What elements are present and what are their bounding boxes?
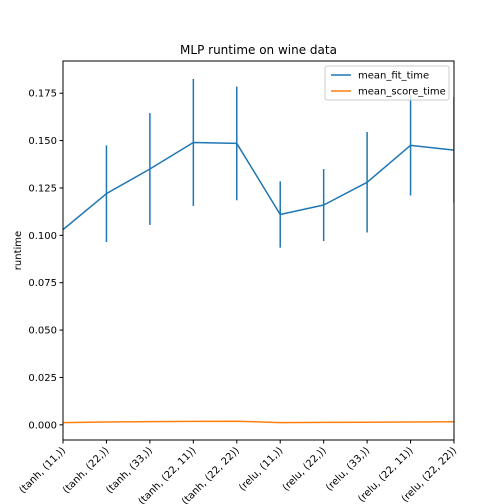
axes-frame — [62, 60, 455, 441]
y-axis: 0.000 0.025 0.050 0.075 0.100 0.125 0.150 0.175 — [28, 89, 63, 431]
plot-area — [63, 79, 454, 424]
y-tick-label: 0.075 — [28, 278, 57, 289]
x-tick-label: (relu, (33,)) — [324, 445, 372, 493]
series-line-mean-score-time — [63, 420, 454, 424]
legend-box — [324, 65, 450, 101]
y-tick-label: 0.150 — [28, 136, 57, 147]
x-tick-label: (relu, (22,)) — [281, 445, 329, 493]
y-tick-label: 0.125 — [28, 183, 57, 194]
chart-title: MLP runtime on wine data — [180, 43, 337, 57]
x-tick-label: (relu, (11,)) — [237, 445, 285, 493]
y-tick-label: 0.050 — [28, 326, 57, 337]
y-tick-label: 0.100 — [28, 231, 57, 242]
legend-entry-mean-fit-time: mean_fit_time — [358, 71, 429, 82]
series-line-mean-fit-time — [63, 141, 454, 231]
legend-entry-mean-score-time: mean_score_time — [358, 87, 446, 98]
series-lines — [63, 141, 454, 424]
y-axis-label: runtime — [13, 231, 24, 270]
x-axis: (tanh, (11,))(tanh, (22,))(tanh, (33,))(… — [17, 440, 459, 504]
legend: mean_fit_time mean_score_time — [324, 65, 450, 101]
y-tick-label: 0.175 — [28, 89, 57, 100]
y-tick-label: 0.025 — [28, 373, 57, 384]
y-tick-label: 0.000 — [28, 420, 57, 431]
